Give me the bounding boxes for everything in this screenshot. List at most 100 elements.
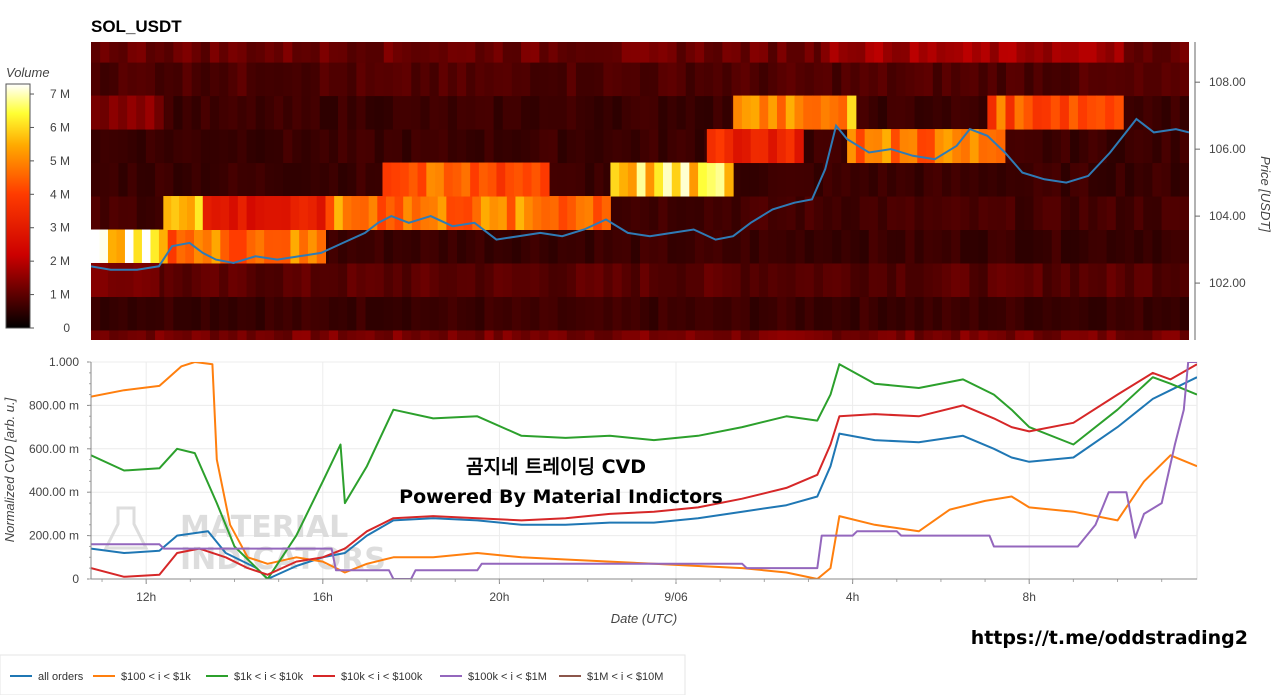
heatmap-hot-cell (768, 129, 778, 164)
heatmap-cell (566, 329, 577, 340)
cvd-y-tick-label: 800.00 m (29, 398, 79, 412)
heatmap-cell (548, 62, 559, 97)
heatmap-hot-cell (882, 129, 892, 164)
heatmap-cell (868, 329, 879, 340)
heatmap-hot-cell (91, 95, 101, 130)
heatmap-cell (539, 62, 549, 97)
heatmap-cell (987, 62, 998, 97)
heatmap-cell (109, 329, 119, 340)
heatmap-cell (457, 95, 467, 130)
heatmap-cell (91, 196, 101, 231)
heatmap-cell (274, 296, 284, 331)
heatmap-cell (1070, 129, 1080, 164)
heatmap-cell (1170, 296, 1181, 331)
heatmap-cell (859, 229, 870, 264)
heatmap-cell (1060, 329, 1071, 340)
heatmap-cell (795, 42, 806, 63)
heatmap-cell (209, 129, 220, 164)
heatmap-cell (868, 62, 879, 97)
heatmap-hot-cell (540, 162, 550, 197)
price-tick-label: 106.00 (1209, 142, 1246, 156)
heatmap-hot-cell (185, 229, 195, 264)
heatmap-cell (685, 229, 696, 264)
heatmap-cell (786, 296, 797, 331)
heatmap-hot-cell (541, 196, 551, 231)
heatmap-cell (91, 296, 101, 331)
heatmap-cell (283, 329, 293, 340)
heatmap-cell (877, 162, 888, 197)
heatmap-hot-cell (176, 229, 186, 264)
heatmap-hot-cell (943, 129, 953, 164)
heatmap-hot-cell (794, 95, 804, 130)
heatmap-cell (603, 62, 614, 97)
heatmap-cell (795, 229, 806, 264)
heatmap-hot-cell (1105, 95, 1115, 130)
heatmap-hot-cell (584, 196, 594, 231)
heatmap-cell (1060, 62, 1071, 97)
heatmap-cell (667, 129, 678, 164)
heatmap-cell (1088, 162, 1098, 197)
heatmap-hot-cell (759, 95, 769, 130)
heatmap-cell (228, 262, 238, 297)
heatmap-cell (850, 162, 861, 197)
heatmap-cell (274, 62, 284, 97)
heatmap-cell (338, 129, 348, 164)
heatmap-cell (704, 329, 714, 340)
heatmap-cell (978, 162, 989, 197)
heatmap-cell (338, 229, 348, 264)
heatmap-cell (420, 329, 431, 340)
heatmap-cell (1143, 42, 1153, 63)
heatmap-hot-cell (186, 196, 196, 231)
heatmap-cell (155, 129, 165, 164)
telegram-link[interactable]: https://t.me/oddstrading2 (971, 627, 1248, 649)
heatmap-cell (219, 162, 229, 197)
heatmap-cell (118, 129, 129, 164)
heatmap-cell (209, 42, 220, 63)
heatmap-cell (539, 329, 549, 340)
heatmap-hot-cell (969, 129, 980, 164)
heatmap-cell (868, 95, 879, 130)
heatmap-cell (228, 296, 238, 331)
cvd-y-axis-title: Normalized CVD [arb. u.] (2, 397, 17, 542)
heatmap-cell (1124, 296, 1135, 331)
heatmap-cell (594, 296, 604, 331)
heatmap-cell (447, 95, 458, 130)
heatmap-hot-cell (506, 196, 516, 231)
heatmap-hot-cell (883, 42, 893, 63)
heatmap-hot-cell (489, 196, 499, 231)
heatmap-cell (630, 262, 641, 297)
heatmap-cell (941, 162, 952, 197)
heatmap-cell (521, 129, 531, 164)
heatmap-cell (182, 162, 193, 197)
heatmap-cell (1042, 229, 1053, 264)
heatmap-cell (804, 329, 815, 340)
heatmap-cell (722, 95, 732, 130)
heatmap-cell (704, 42, 714, 63)
heatmap-cell (264, 296, 275, 331)
heatmap-cell (484, 329, 495, 340)
heatmap-cell (649, 62, 659, 97)
heatmap-hot-cell (996, 129, 1006, 164)
heatmap-cell (868, 296, 879, 331)
heatmap-cell (640, 196, 650, 231)
heatmap-hot-cell (1087, 95, 1097, 130)
heatmap-cell (264, 262, 275, 297)
heatmap-cell (758, 42, 769, 63)
heatmap-cell (786, 162, 797, 197)
heatmap-cell (603, 162, 614, 197)
heatmap-cell (475, 129, 485, 164)
heatmap-cell (768, 262, 778, 297)
heatmap-cell (475, 229, 485, 264)
heatmap-cell (502, 329, 513, 340)
heatmap-cell (1106, 62, 1117, 97)
heatmap-cell (594, 329, 604, 340)
heatmap-cell (219, 262, 229, 297)
heatmap-cell (182, 329, 193, 340)
heatmap-hot-cell (194, 229, 204, 264)
heatmap-cell (484, 262, 495, 297)
heatmap-cell (457, 296, 467, 331)
heatmap-cell (484, 42, 495, 63)
heatmap-cell (1170, 129, 1181, 164)
heatmap-cell (777, 162, 787, 197)
heatmap-cell (795, 62, 806, 97)
